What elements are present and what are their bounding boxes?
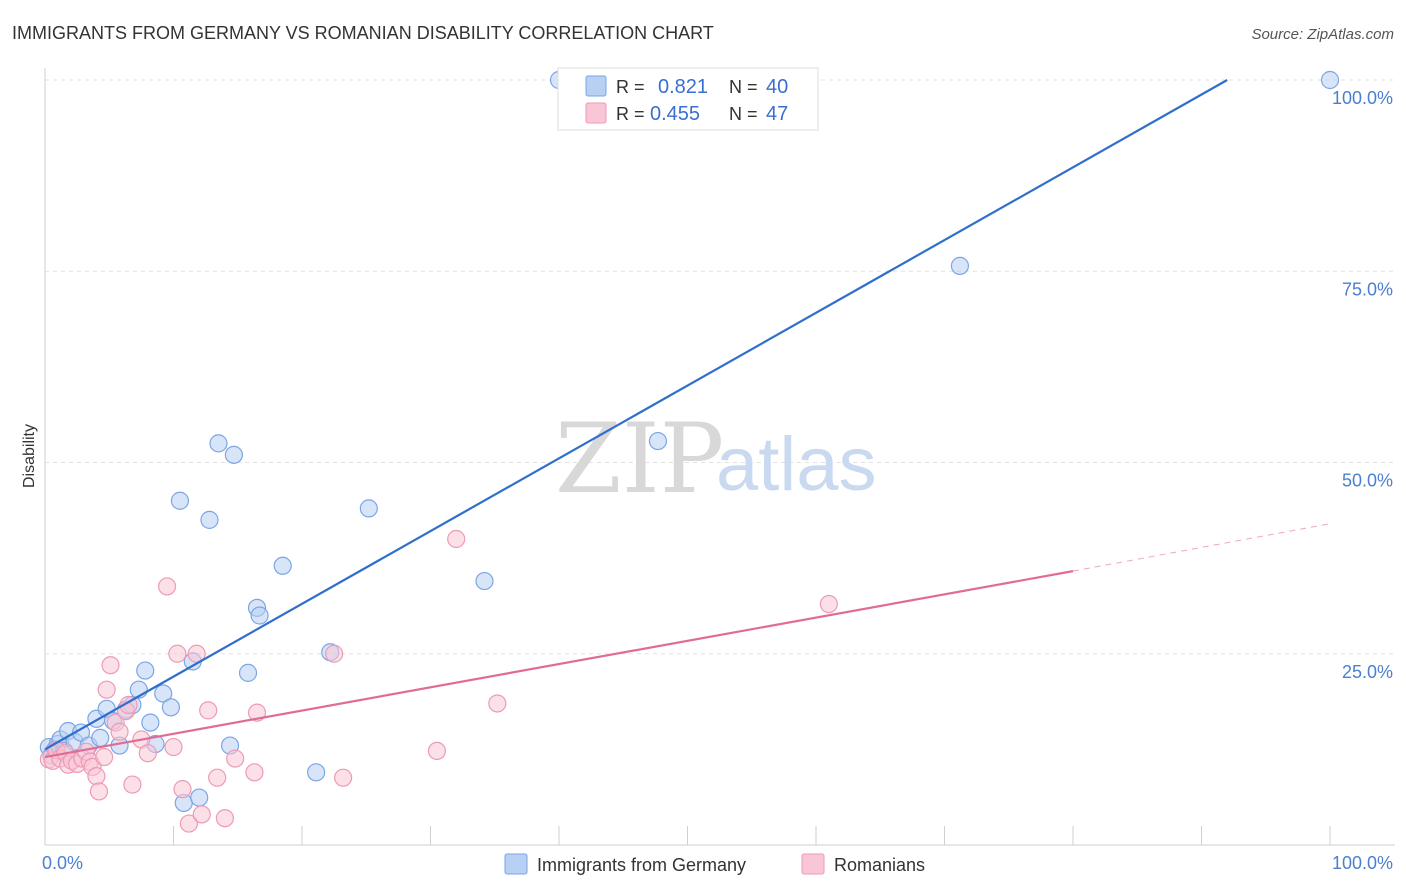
legend-swatch-germany [504,853,528,875]
x-tick-label-1: 100.0% [1332,853,1393,873]
point-1-24 [157,577,177,596]
point-1-42 [819,594,838,614]
point-0-31 [238,663,258,682]
point-0-41 [1320,70,1340,90]
point-0-33 [250,606,269,625]
stats-n-value-romanians: 47 [766,103,788,125]
stats-n-label-romanians: N = [729,104,758,124]
point-0-40 [950,256,970,275]
point-1-27 [173,780,192,799]
point-0-26 [190,788,209,807]
point-1-18 [110,722,129,741]
y-tick-label-2: 75.0% [1342,279,1393,299]
chart-title: IMMIGRANTS FROM GERMANY VS ROMANIAN DISA… [12,23,714,43]
point-0-35 [307,763,326,782]
legend-swatch-romanians [801,853,825,875]
stats-swatch-romanians [585,102,607,124]
point-1-14 [95,747,114,767]
point-0-37 [359,499,378,518]
legend-label-romanians: Romanians [834,855,925,875]
point-1-16 [101,656,120,675]
point-0-38 [475,571,494,591]
stats-legend: R = 0.821 N = 40 R = 0.455 N = 47 [557,67,819,131]
trend-line-1 [44,570,1074,759]
chart-source: Source: ZipAtlas.com [1251,26,1394,43]
point-0-28 [209,434,228,453]
stats-r-value-romanians: 0.455 [650,103,700,125]
stats-r-label-romanians: R = [616,104,645,124]
point-1-15 [97,680,116,699]
y-tick-label-0: 25.0% [1342,662,1393,682]
point-1-37 [325,644,344,663]
point-1-26 [168,644,187,663]
point-0-39 [648,431,668,451]
series-romanians-points [39,529,838,833]
point-1-35 [245,763,264,782]
point-1-28 [179,814,199,833]
trend-extension-1 [1072,523,1331,572]
point-1-39 [427,741,447,761]
axes [44,68,1395,846]
point-0-23 [170,491,190,510]
point-1-31 [199,701,218,720]
point-0-18 [136,661,155,680]
x-tick-label-0: 0.0% [42,853,83,873]
stats-r-value-germany: 0.821 [658,76,708,98]
x-tick-labels: 0.0% 100.0% [42,853,1393,873]
point-1-41 [488,694,507,713]
point-1-12 [87,767,106,786]
point-0-19 [141,713,160,732]
point-0-30 [224,445,243,464]
watermark: ZIP atlas [555,403,877,515]
point-0-34 [273,556,292,575]
point-1-23 [138,744,157,763]
series-legend: Immigrants from Germany Romanians [504,853,925,875]
point-1-25 [164,737,183,757]
stats-swatch-germany [585,75,607,97]
watermark-atlas: atlas [716,422,877,507]
point-0-11 [91,728,110,748]
legend-label-germany: Immigrants from Germany [537,855,746,875]
point-1-32 [208,768,227,787]
point-1-13 [89,782,109,801]
point-0-21 [154,684,173,703]
point-0-22 [161,698,181,717]
y-axis-label: Disability [21,424,38,488]
trend-line-0 [44,79,1228,751]
stats-n-label-germany: N = [729,77,758,97]
y-tick-label-3: 100.0% [1332,88,1393,108]
point-1-21 [123,775,142,794]
trend-lines [44,79,1331,759]
y-tick-label-1: 50.0% [1342,471,1393,491]
point-1-40 [447,529,466,549]
stats-n-value-germany: 40 [766,76,788,98]
y-tick-labels: 25.0% 50.0% 75.0% 100.0% [1332,88,1393,682]
point-1-38 [334,768,353,787]
point-0-27 [200,510,219,529]
point-1-33 [215,809,234,828]
point-1-30 [192,805,211,824]
point-1-29 [187,644,206,663]
stats-r-label-germany: R = [616,77,645,97]
point-1-34 [226,749,245,768]
watermark-zip: ZIP [555,403,724,515]
